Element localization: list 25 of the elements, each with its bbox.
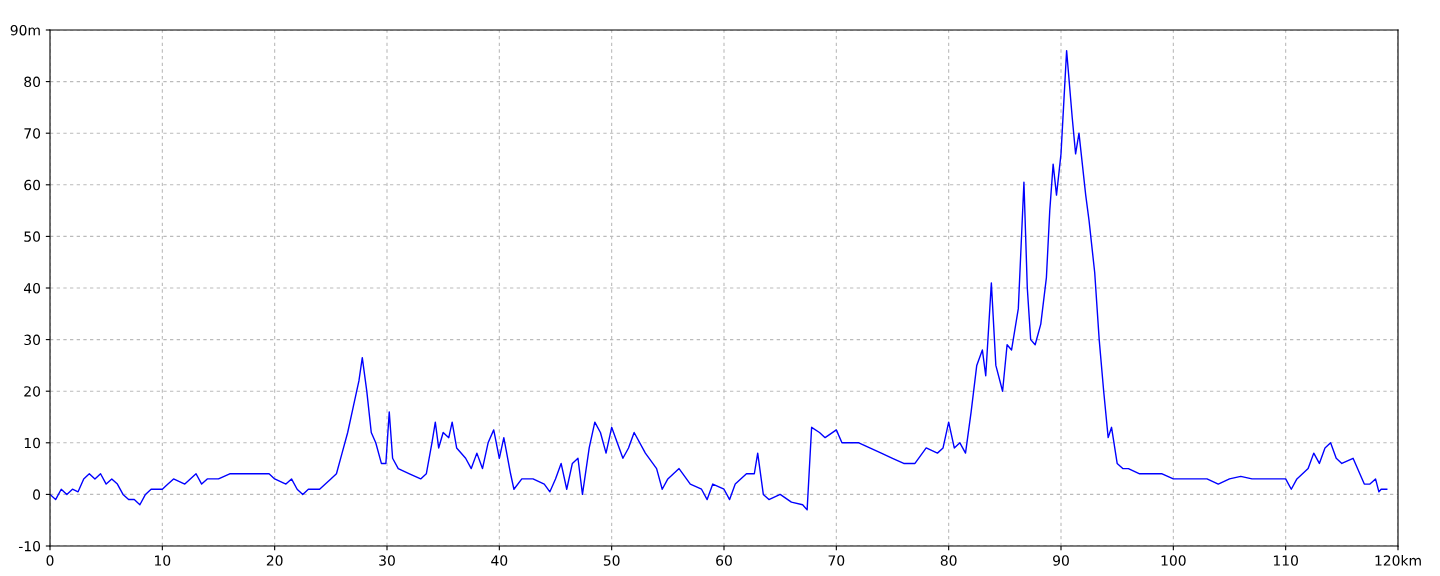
y-tick-label: 30 bbox=[24, 334, 41, 346]
x-tick-label: 70 bbox=[828, 555, 845, 566]
y-tick-label: 10 bbox=[24, 437, 41, 449]
x-tick-label: 10 bbox=[155, 555, 171, 566]
y-tick-label: 90m bbox=[10, 24, 40, 36]
y-tick-label: -10 bbox=[18, 540, 41, 552]
x-tick-label: 100 bbox=[1161, 555, 1186, 566]
x-tick-label: 90 bbox=[1053, 555, 1069, 566]
line-series bbox=[50, 49, 1388, 511]
x-tick-label: 80 bbox=[940, 555, 957, 566]
x-tick-label: 30 bbox=[379, 555, 395, 566]
x-tick-label: 40 bbox=[491, 555, 508, 566]
y-tick-label: 60 bbox=[24, 179, 41, 191]
x-tick-label: 50 bbox=[603, 555, 620, 566]
y-tick-label: 40 bbox=[23, 282, 41, 294]
x-tick-label: 110 bbox=[1273, 555, 1298, 566]
y-tick-label: 20 bbox=[24, 386, 41, 397]
x-tick-label: 0 bbox=[46, 555, 54, 566]
x-tick-label: 20 bbox=[266, 555, 283, 566]
y-tick-label: 0 bbox=[33, 489, 41, 500]
x-tick-label: 120km bbox=[1375, 555, 1421, 566]
y-tick-label: 80 bbox=[24, 76, 41, 88]
y-tick-label: 50 bbox=[24, 231, 41, 242]
y-tick-label: 70 bbox=[24, 128, 41, 139]
x-tick-label: 60 bbox=[716, 555, 732, 566]
